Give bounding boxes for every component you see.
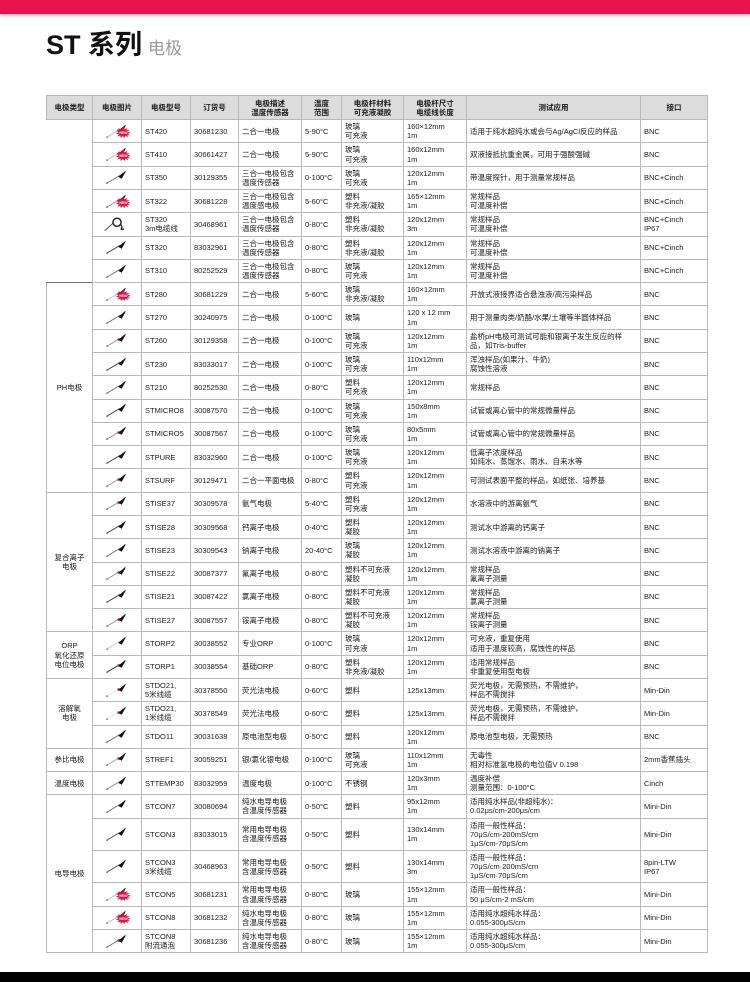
svg-text:NEW: NEW — [119, 294, 128, 298]
svg-text:NEW: NEW — [119, 894, 128, 898]
svg-text:NEW: NEW — [119, 131, 128, 135]
svg-text:NEW: NEW — [119, 201, 128, 205]
svg-text:NEW: NEW — [119, 917, 128, 921]
svg-text:NEW: NEW — [119, 154, 128, 158]
